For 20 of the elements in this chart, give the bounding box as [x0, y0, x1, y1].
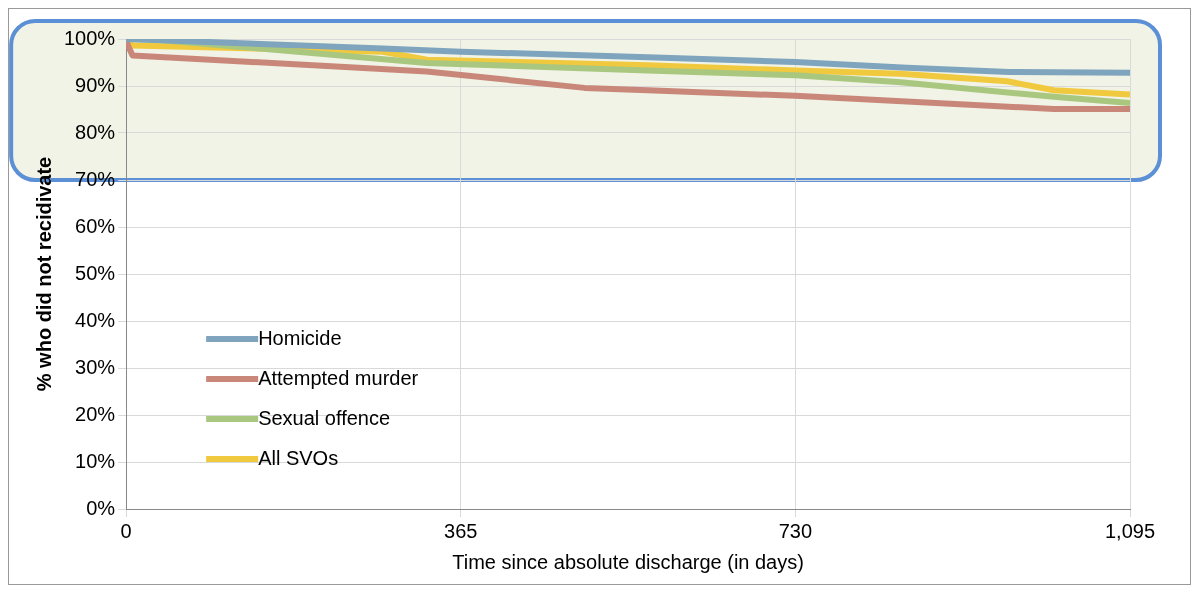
- x-tick-label: 365: [444, 519, 478, 542]
- y-tick-label: 10%: [75, 449, 116, 472]
- y-tick-label: 80%: [75, 120, 116, 143]
- x-tick-label: 1,095: [1104, 519, 1156, 542]
- x-axis-title: Time since absolute discharge (in days): [452, 550, 804, 573]
- y-tick-label: 0%: [86, 496, 116, 519]
- x-tick-label: 0: [120, 519, 132, 542]
- y-axis-title: % who did not recidivate: [32, 156, 55, 392]
- legend-label: Sexual offence: [258, 406, 391, 429]
- x-tick-label: 730: [778, 519, 813, 542]
- legend-label: Attempted murder: [258, 366, 419, 389]
- y-tick-label: 60%: [75, 214, 116, 237]
- y-tick-label: 20%: [75, 402, 116, 425]
- y-tick-label: 50%: [75, 261, 116, 284]
- y-tick-label: 30%: [75, 355, 116, 378]
- y-tick-label: 40%: [75, 308, 116, 331]
- legend-label: Homicide: [258, 326, 342, 349]
- y-tick-label: 100%: [64, 26, 116, 49]
- legend-label: All SVOs: [258, 446, 339, 469]
- y-tick-label: 90%: [75, 73, 116, 96]
